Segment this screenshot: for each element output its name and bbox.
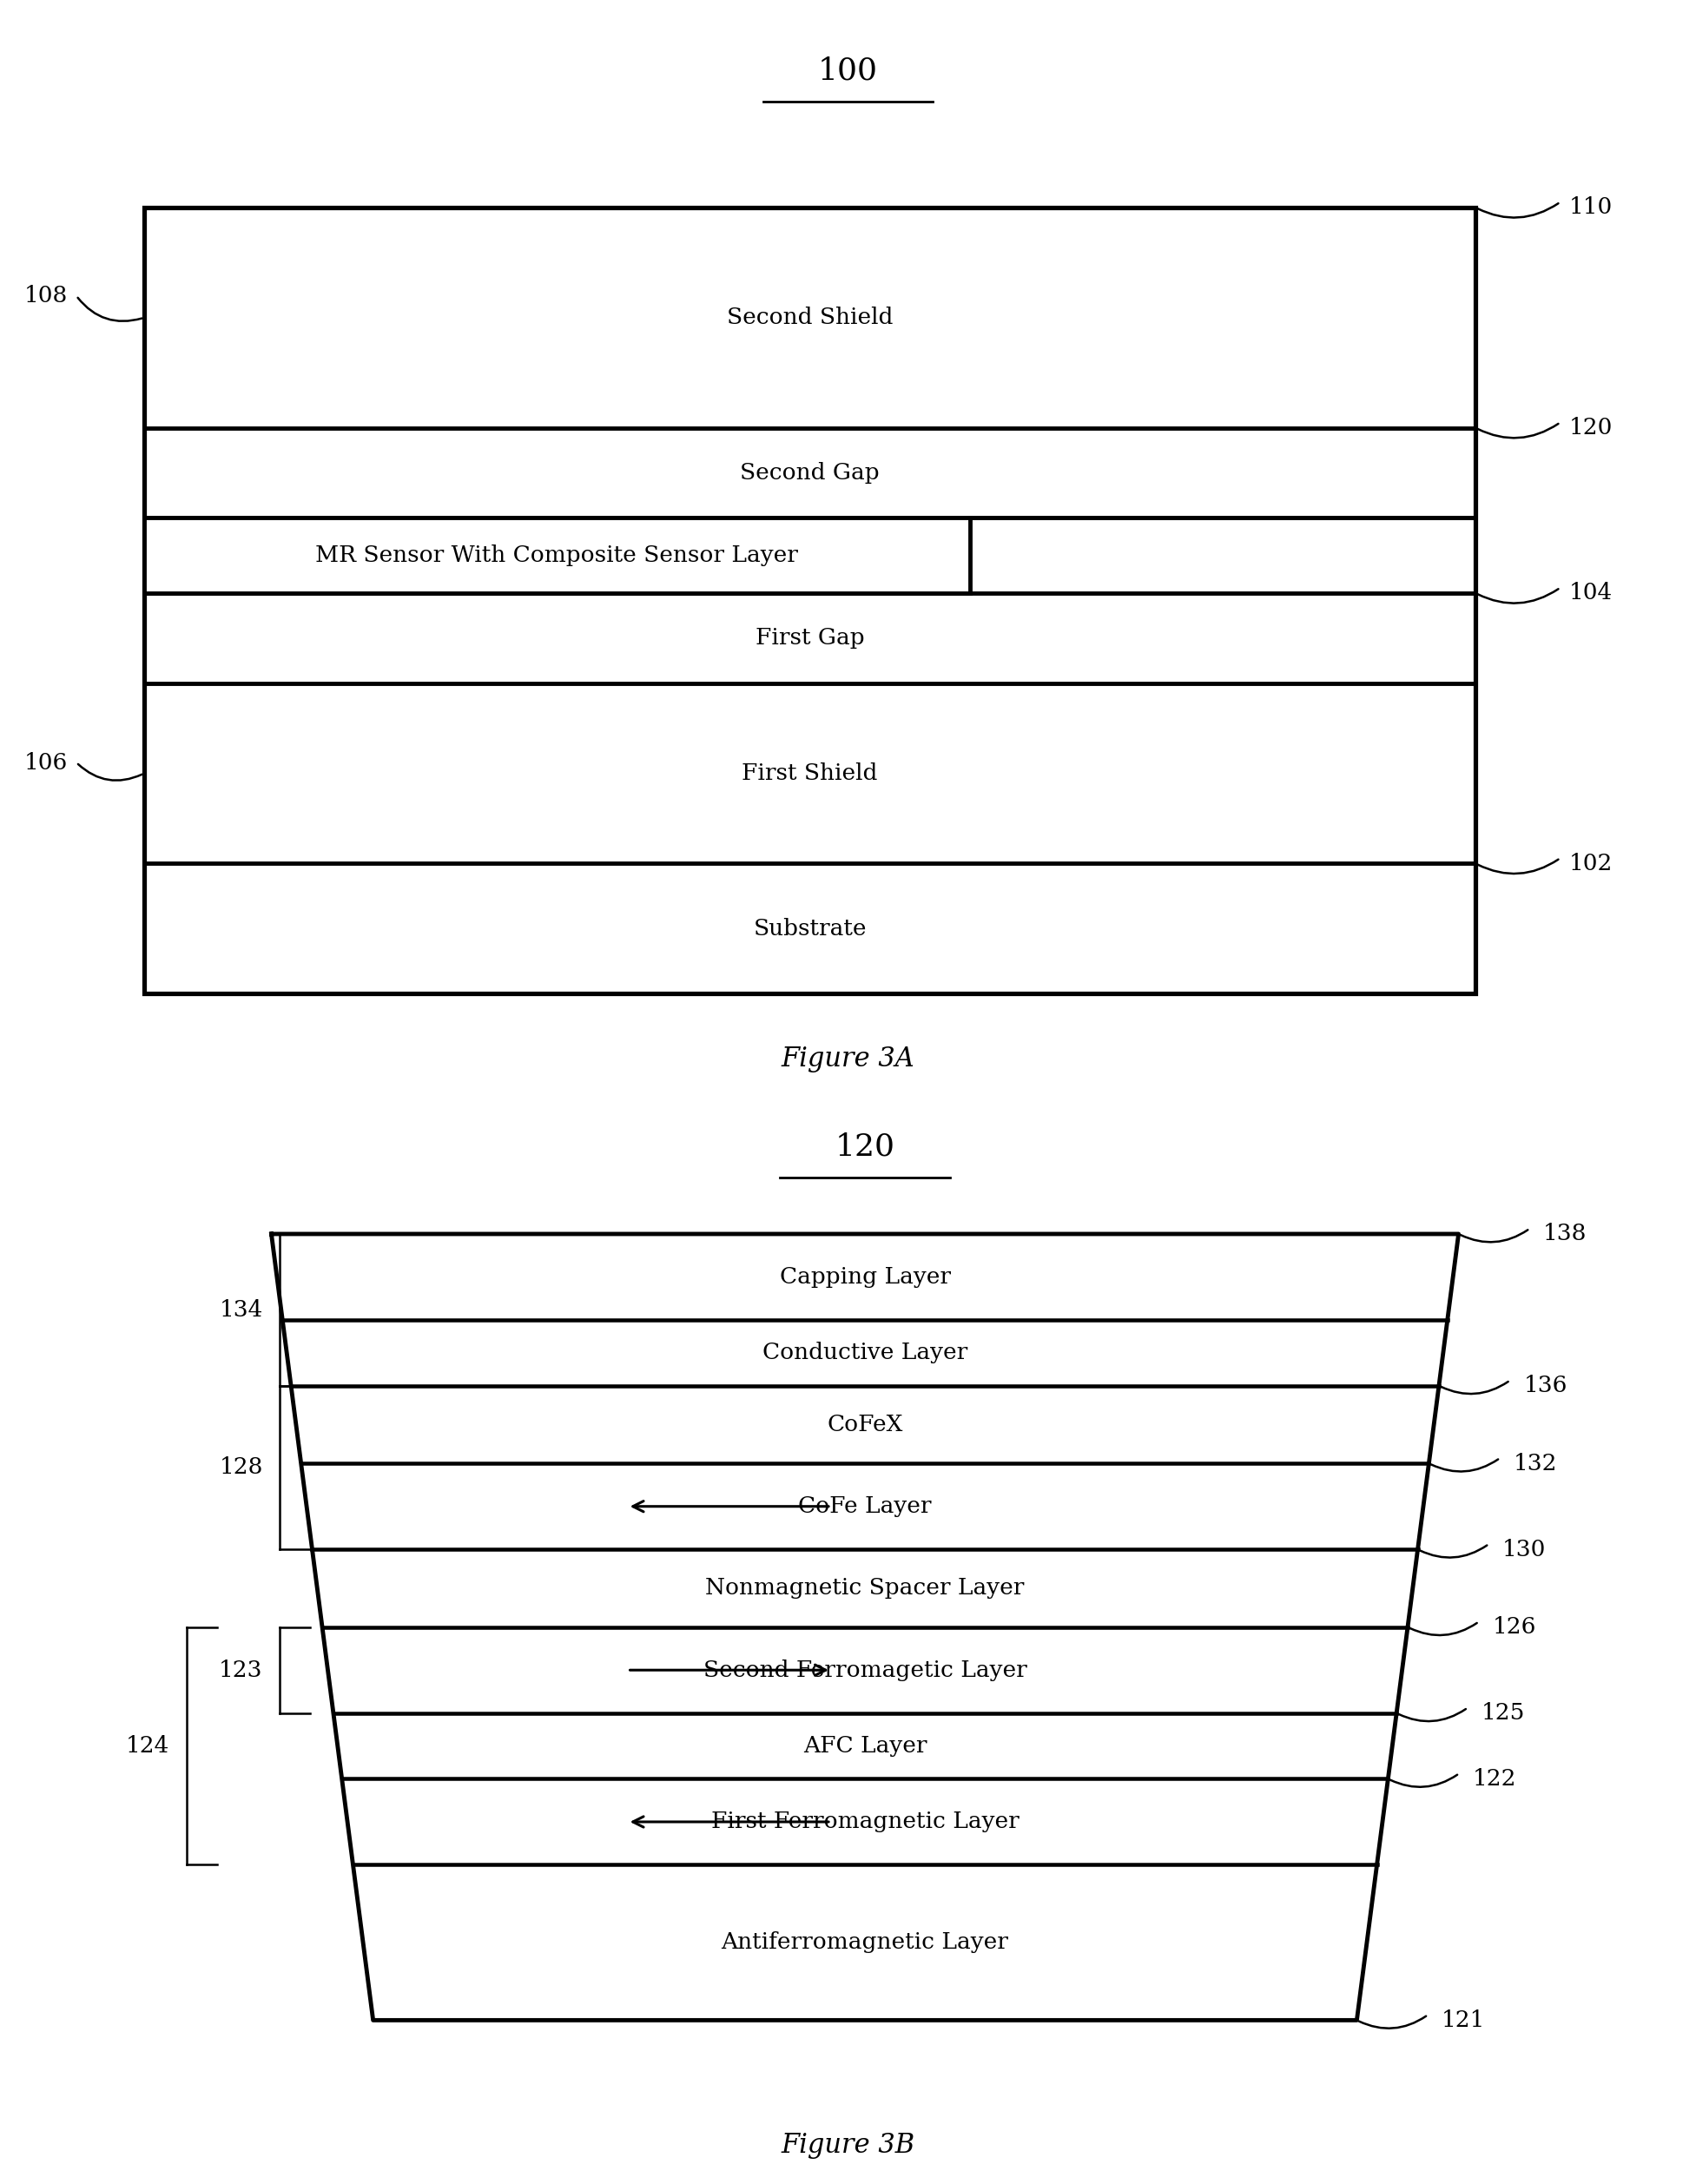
Text: Second Ferromagetic Layer: Second Ferromagetic Layer	[704, 1660, 1026, 1682]
Text: Conductive Layer: Conductive Layer	[763, 1341, 967, 1363]
Text: Antiferromagnetic Layer: Antiferromagnetic Layer	[721, 1931, 1009, 1952]
Text: Second Shield: Second Shield	[728, 306, 892, 328]
Text: Figure 3A: Figure 3A	[782, 1046, 914, 1072]
Text: 106: 106	[24, 751, 68, 773]
Text: 126: 126	[1492, 1616, 1537, 1638]
Text: 130: 130	[1503, 1538, 1547, 1559]
Text: 128: 128	[219, 1457, 263, 1479]
Text: First Shield: First Shield	[741, 762, 879, 784]
Text: 134: 134	[219, 1299, 263, 1321]
Text: 125: 125	[1481, 1701, 1525, 1723]
Text: First Gap: First Gap	[755, 627, 865, 649]
Text: 123: 123	[219, 1660, 263, 1682]
Text: 124: 124	[126, 1734, 170, 1756]
Text: Second Gap: Second Gap	[739, 463, 880, 483]
Text: 100: 100	[817, 57, 879, 85]
Polygon shape	[271, 1234, 1459, 2020]
Bar	[144, 518, 970, 594]
Text: 122: 122	[1472, 1769, 1516, 1789]
Text: 120: 120	[1569, 417, 1613, 439]
Text: CoFeX: CoFeX	[828, 1413, 902, 1435]
Text: 102: 102	[1569, 852, 1613, 874]
Text: AFC Layer: AFC Layer	[804, 1734, 926, 1756]
Text: Substrate: Substrate	[753, 917, 867, 939]
Text: Figure 3B: Figure 3B	[782, 2132, 914, 2160]
Text: 108: 108	[24, 284, 68, 306]
Text: Nonmagnetic Spacer Layer: Nonmagnetic Spacer Layer	[706, 1577, 1024, 1599]
Text: MR Sensor With Composite Sensor Layer: MR Sensor With Composite Sensor Layer	[315, 544, 799, 566]
Text: 136: 136	[1523, 1376, 1567, 1396]
Text: 104: 104	[1569, 583, 1613, 605]
Text: 110: 110	[1569, 197, 1613, 218]
Text: 138: 138	[1543, 1223, 1587, 1245]
Text: CoFe Layer: CoFe Layer	[799, 1496, 931, 1518]
Text: First Ferromagnetic Layer: First Ferromagnetic Layer	[711, 1811, 1019, 1832]
Text: Capping Layer: Capping Layer	[780, 1267, 950, 1289]
Text: 120: 120	[834, 1131, 895, 1162]
Bar	[144, 207, 1476, 994]
Text: 121: 121	[1442, 2009, 1486, 2031]
Text: 132: 132	[1513, 1452, 1557, 1474]
